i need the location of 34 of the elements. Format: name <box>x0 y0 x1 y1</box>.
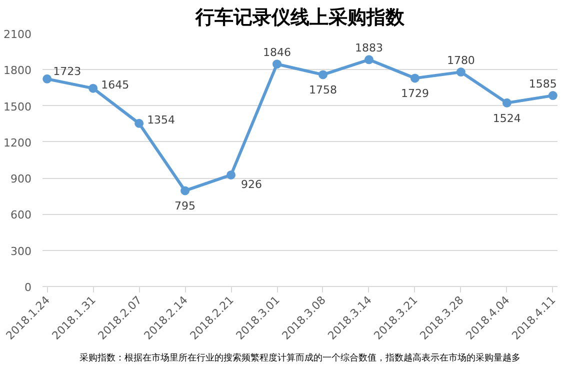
y-tick-label: 1200 <box>4 136 32 150</box>
data-label: 1758 <box>308 84 337 97</box>
data-label: 1846 <box>263 46 292 60</box>
y-tick-label: 1800 <box>4 64 32 78</box>
y-tick-label: 300 <box>10 244 32 258</box>
point <box>42 74 52 84</box>
point <box>364 55 374 64</box>
y-tick-label: 0 <box>24 281 32 294</box>
data-label: 1883 <box>354 42 383 55</box>
point <box>272 60 282 69</box>
point <box>410 74 420 83</box>
point <box>226 170 236 180</box>
text: 采购指数：根据在市场里所在行业的搜索频繁程度计算而成的一个综合数值，指数越高表示在市场的采购量越多 <box>80 352 520 364</box>
y-tick-label: 900 <box>10 172 32 186</box>
chart-title: 行车记录仪线上采购指数 <box>194 6 406 28</box>
data-label: 1645 <box>101 78 130 92</box>
y-tick-label: 2100 <box>4 28 32 41</box>
data-label: 1524 <box>492 112 521 125</box>
data-label: 1780 <box>446 54 475 68</box>
point <box>134 118 144 128</box>
data-label: 926 <box>241 178 262 191</box>
data-label: 1729 <box>400 87 429 100</box>
point <box>548 91 558 100</box>
y-tick-label: 1500 <box>4 100 32 114</box>
data-label: 795 <box>174 200 196 213</box>
data-label: 1354 <box>147 113 176 126</box>
point <box>502 98 512 108</box>
point <box>180 186 190 196</box>
data-label: 1585 <box>528 78 557 91</box>
point <box>456 68 466 77</box>
point <box>318 70 328 80</box>
data-label: 1723 <box>53 64 82 78</box>
point <box>88 84 98 93</box>
y-tick-label: 600 <box>10 208 32 222</box>
